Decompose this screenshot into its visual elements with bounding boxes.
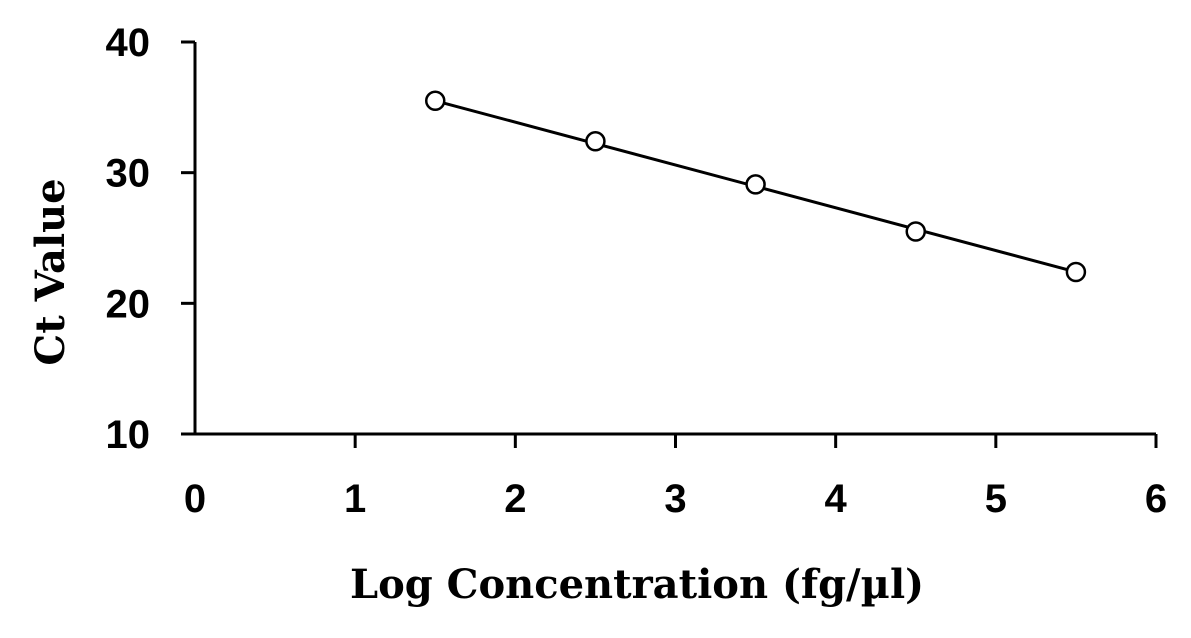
plot-marks xyxy=(425,90,1087,283)
x-axis-title: Log Concentration (fg/µl) xyxy=(350,561,924,608)
x-axis-ticks: 0 1 2 3 4 5 6 xyxy=(184,434,1167,521)
data-point xyxy=(1065,261,1087,283)
x-tick-label: 3 xyxy=(664,477,686,521)
y-tick-label: 20 xyxy=(106,282,151,326)
x-tick-label: 1 xyxy=(344,477,366,521)
y-axis-title: Ct Value xyxy=(27,178,74,365)
y-tick-label: 30 xyxy=(106,152,151,196)
y-tick-label: 10 xyxy=(106,413,151,457)
y-axis-ticks: 10 20 30 40 xyxy=(106,21,195,457)
x-tick-label: 0 xyxy=(184,477,206,521)
axes xyxy=(181,42,1156,436)
x-tick-label: 4 xyxy=(825,477,848,521)
x-tick-label: 2 xyxy=(504,477,526,521)
data-point xyxy=(585,131,606,152)
data-point xyxy=(905,221,926,242)
y-tick-label: 40 xyxy=(106,21,151,65)
x-tick-label: 6 xyxy=(1145,477,1167,521)
x-tick-label: 5 xyxy=(985,477,1007,521)
data-point xyxy=(745,174,766,195)
data-point xyxy=(425,90,446,112)
